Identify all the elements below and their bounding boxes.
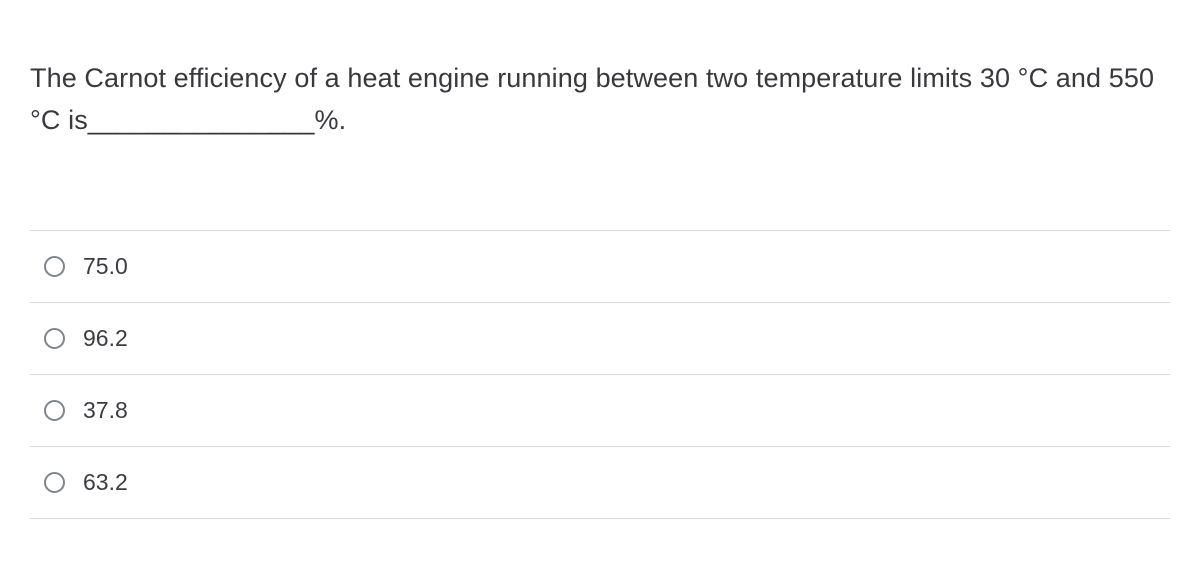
option-row[interactable]: 37.8 <box>30 375 1170 447</box>
question-text: The Carnot efficiency of a heat engine r… <box>30 58 1170 142</box>
option-row[interactable]: 75.0 <box>30 231 1170 303</box>
options-list: 75.0 96.2 37.8 63.2 <box>30 230 1170 519</box>
radio-icon[interactable] <box>44 400 65 421</box>
radio-icon[interactable] <box>44 256 65 277</box>
radio-icon[interactable] <box>44 472 65 493</box>
option-label: 63.2 <box>83 469 128 496</box>
option-label: 75.0 <box>83 253 128 280</box>
option-row[interactable]: 96.2 <box>30 303 1170 375</box>
radio-icon[interactable] <box>44 328 65 349</box>
option-label: 37.8 <box>83 397 128 424</box>
option-label: 96.2 <box>83 325 128 352</box>
quiz-page: The Carnot efficiency of a heat engine r… <box>0 0 1200 519</box>
option-row[interactable]: 63.2 <box>30 447 1170 519</box>
